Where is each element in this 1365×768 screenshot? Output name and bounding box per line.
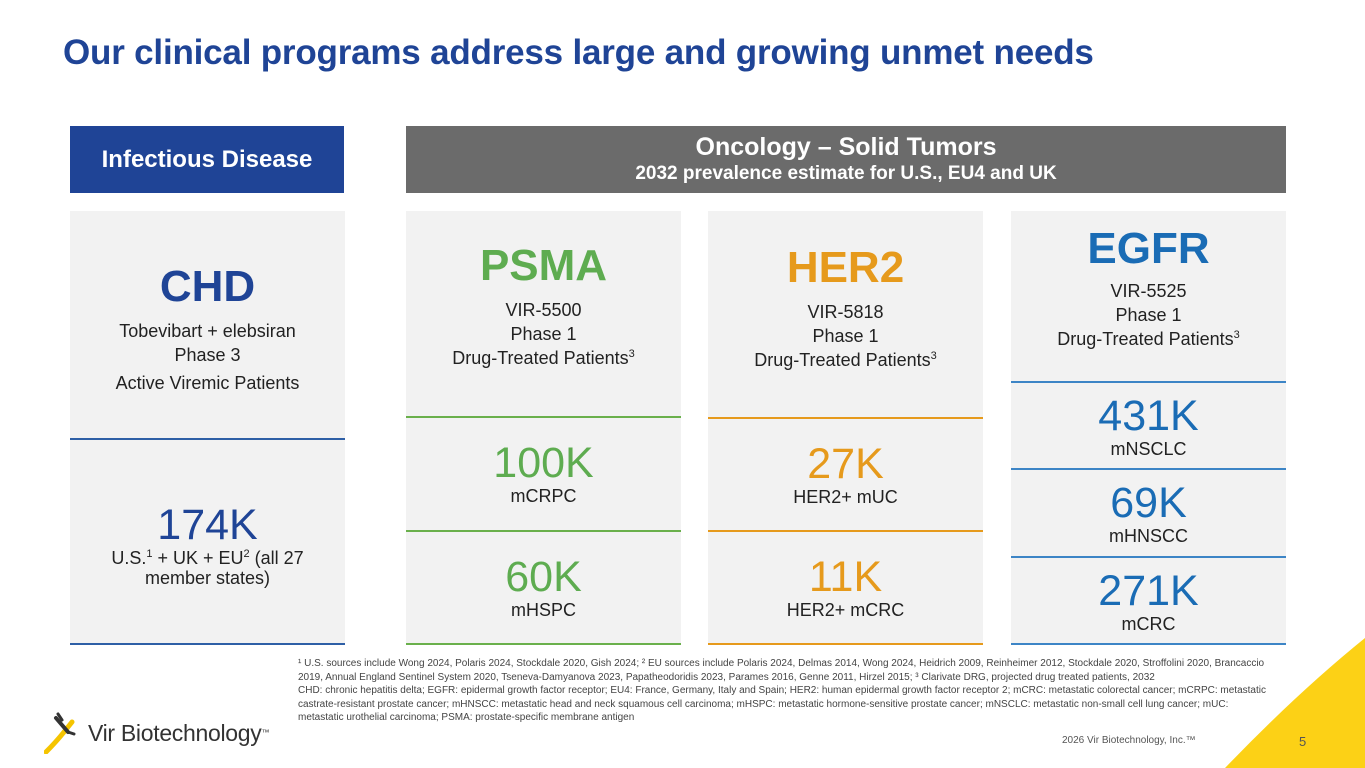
vir-logo-mark-icon bbox=[44, 712, 76, 754]
chd-region: U.S.1 + UK + EU2 (all 27 member states) bbox=[70, 548, 345, 588]
chd-region-b: + UK + EU bbox=[152, 548, 244, 568]
her2-label-2: HER2+ mCRC bbox=[786, 600, 905, 620]
her2-population: Drug-Treated Patients bbox=[754, 350, 931, 370]
psma-phase: Phase 1 bbox=[510, 324, 577, 344]
egfr-population-line: Drug-Treated Patients3 bbox=[1011, 327, 1286, 351]
her2-info-card: HER2 VIR-5818 Phase 1 Drug-Treated Patie… bbox=[708, 211, 983, 419]
oncology-header-subtitle: 2032 prevalence estimate for U.S., EU4 a… bbox=[635, 163, 1057, 184]
chd-region-sup2: 2 bbox=[243, 548, 250, 560]
chd-region-c: (all 27 member states) bbox=[144, 548, 304, 588]
egfr-column: EGFR VIR-5525 Phase 1 Drug-Treated Patie… bbox=[1011, 211, 1286, 645]
psma-population: Drug-Treated Patients bbox=[452, 348, 629, 368]
egfr-name: EGFR bbox=[1087, 224, 1210, 273]
egfr-population: Drug-Treated Patients bbox=[1057, 329, 1234, 349]
psma-row-2: 60K mHSPC bbox=[406, 532, 681, 645]
yellow-corner-accent bbox=[1225, 638, 1365, 768]
her2-label-1: HER2+ mUC bbox=[793, 487, 898, 507]
chd-drug: Tobevibart + elebsiran bbox=[119, 321, 296, 341]
egfr-label-3: mCRC bbox=[1121, 614, 1176, 634]
psma-label-1: mCRPC bbox=[510, 486, 577, 506]
her2-name: HER2 bbox=[786, 243, 905, 292]
psma-drug: VIR-5500 bbox=[505, 300, 582, 320]
vir-logo-name: Vir Biotechnology bbox=[88, 719, 262, 746]
chd-region-a: U.S. bbox=[111, 548, 147, 568]
psma-name: PSMA bbox=[479, 241, 608, 290]
footnotes: ¹ U.S. sources include Wong 2024, Polari… bbox=[298, 657, 1273, 725]
egfr-phase: Phase 1 bbox=[1115, 305, 1182, 325]
her2-value-1: 27K bbox=[807, 440, 884, 488]
her2-phase: Phase 1 bbox=[812, 326, 879, 346]
her2-drug: VIR-5818 bbox=[807, 302, 884, 322]
her2-column: HER2 VIR-5818 Phase 1 Drug-Treated Patie… bbox=[708, 211, 983, 645]
psma-row-1: 100K mCRPC bbox=[406, 418, 681, 532]
chd-column: CHD Tobevibart + elebsiran Phase 3 Activ… bbox=[70, 211, 345, 645]
page-number: 5 bbox=[1299, 734, 1307, 749]
chd-region-sup1: 1 bbox=[146, 548, 153, 560]
her2-row-1: 27K HER2+ mUC bbox=[708, 419, 983, 532]
copyright: 2026 Vir Biotechnology, Inc.™ bbox=[1062, 735, 1196, 746]
chd-phase: Phase 3 bbox=[174, 345, 241, 365]
egfr-row-1: 431K mNSCLC bbox=[1011, 383, 1286, 470]
chd-info-card: CHD Tobevibart + elebsiran Phase 3 Activ… bbox=[70, 211, 345, 440]
her2-population-line: Drug-Treated Patients3 bbox=[708, 348, 983, 372]
chd-name: CHD bbox=[159, 262, 256, 311]
her2-value-2: 11K bbox=[808, 553, 883, 601]
chd-value: 174K bbox=[157, 501, 258, 549]
oncology-header-title: Oncology – Solid Tumors bbox=[695, 133, 997, 161]
vir-logo-tm: ™ bbox=[261, 727, 270, 737]
her2-row-2: 11K HER2+ mCRC bbox=[708, 532, 983, 645]
psma-value-2: 60K bbox=[505, 553, 582, 601]
egfr-row-3: 271K mCRC bbox=[1011, 558, 1286, 645]
footnote-sources: ¹ U.S. sources include Wong 2024, Polari… bbox=[298, 658, 1265, 683]
egfr-sup: 3 bbox=[1233, 329, 1240, 341]
egfr-label-1: mNSCLC bbox=[1110, 439, 1187, 459]
egfr-row-2: 69K mHNSCC bbox=[1011, 470, 1286, 558]
egfr-value-2: 69K bbox=[1110, 479, 1187, 527]
psma-label-2: mHSPC bbox=[510, 600, 576, 620]
page-title: Our clinical programs address large and … bbox=[63, 33, 1094, 72]
vir-logo-text: Vir Biotechnology™ bbox=[88, 720, 269, 747]
psma-column: PSMA VIR-5500 Phase 1 Drug-Treated Patie… bbox=[406, 211, 681, 645]
footnote-abbreviations: CHD: chronic hepatitis delta; EGFR: epid… bbox=[298, 685, 1266, 724]
vir-logo: Vir Biotechnology™ bbox=[44, 712, 269, 754]
chd-population: Active Viremic Patients bbox=[115, 373, 300, 393]
her2-sup: 3 bbox=[930, 350, 937, 362]
psma-sup: 3 bbox=[628, 348, 635, 360]
psma-value-1: 100K bbox=[493, 439, 594, 487]
chd-value-card: 174K U.S.1 + UK + EU2 (all 27 member sta… bbox=[70, 440, 345, 645]
psma-population-line: Drug-Treated Patients3 bbox=[406, 346, 681, 370]
egfr-drug: VIR-5525 bbox=[1110, 281, 1187, 301]
egfr-value-3: 271K bbox=[1098, 567, 1199, 615]
infectious-disease-header: Infectious Disease bbox=[70, 126, 344, 193]
egfr-label-2: mHNSCC bbox=[1109, 526, 1188, 546]
egfr-value-1: 431K bbox=[1098, 392, 1199, 440]
egfr-info-card: EGFR VIR-5525 Phase 1 Drug-Treated Patie… bbox=[1011, 211, 1286, 383]
oncology-header: Oncology – Solid Tumors 2032 prevalence … bbox=[406, 126, 1286, 193]
psma-info-card: PSMA VIR-5500 Phase 1 Drug-Treated Patie… bbox=[406, 211, 681, 418]
